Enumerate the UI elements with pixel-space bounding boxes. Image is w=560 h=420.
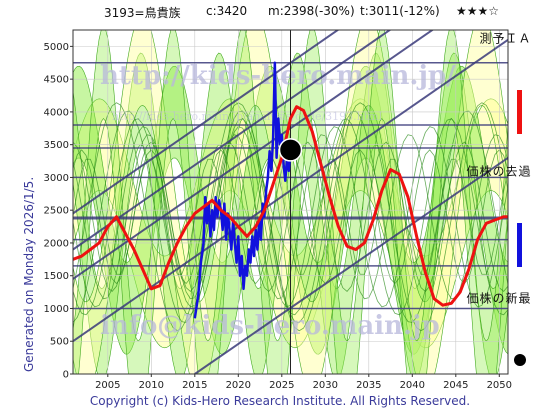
x-tick-label: 2050: [487, 380, 512, 391]
y-tick-label: 1000: [44, 304, 69, 315]
y-tick-label: 3000: [44, 173, 69, 184]
data-series: [73, 61, 508, 319]
rating-stars: ★★★☆: [456, 4, 500, 18]
x-axis: 2005 2010 2015 2020 2025 2030 2035 2040 2045 2050: [95, 374, 512, 391]
y-tick-label: 1500: [44, 271, 69, 282]
x-tick-label: 2025: [269, 380, 294, 391]
y-tick-label: 5000: [44, 42, 69, 53]
ai-forecast-line: [73, 105, 508, 307]
legend-label-past-price: 過去の株価: [465, 165, 531, 177]
y-axis: 0 500 1000 1500 2000 2500 3000 3500 4000 4500 5000: [44, 42, 73, 381]
watermark-mail: info@kids-hero.main.jp: [100, 311, 440, 341]
legend-swatch-past-price: [517, 223, 522, 267]
legend-label-ai-forecast: ＡＩ予測: [478, 32, 531, 44]
legend-label-latest-price: 最新の株価: [465, 292, 531, 304]
forecast-band: [73, 30, 508, 374]
trend-line: [194, 156, 508, 374]
y-tick-label: 500: [50, 337, 69, 348]
current-price: c:3420: [206, 4, 248, 18]
plot-frame: [72, 29, 509, 375]
watermark-url: http://kids-hero.main.jp/: [100, 61, 456, 91]
x-tick-label: 2010: [139, 380, 164, 391]
y-tick-label: 2500: [44, 206, 69, 217]
legend-swatch-ai-forecast: [517, 90, 522, 134]
x-tick-label: 2015: [182, 380, 207, 391]
y-tick-label: 0: [63, 370, 69, 381]
x-tick-label: 2035: [356, 380, 381, 391]
x-tick-label: 2005: [95, 380, 120, 391]
copyright-footer: Copyright (c) Kids-Hero Research Institu…: [89, 394, 471, 408]
target-price: t:3011(-12%): [360, 4, 440, 18]
latest-price-marker: [278, 138, 303, 162]
x-tick-label: 2040: [400, 380, 425, 391]
generated-date-text: Generated on Monday 2026/1/5.: [22, 176, 36, 372]
x-tick-label: 2020: [226, 380, 251, 391]
y-tick-label: 2000: [44, 238, 69, 249]
x-tick-label: 2030: [313, 380, 338, 391]
legend-swatch-latest-price: [514, 354, 526, 366]
trend-channel-lines: [73, 30, 508, 374]
y-tick-label: 4000: [44, 107, 69, 118]
y-tick-label: 3500: [44, 140, 69, 151]
stock-code-name: 3193=鳥貴族: [104, 6, 181, 20]
min-price: m:2398(-30%): [268, 4, 355, 18]
y-tick-label: 4500: [44, 75, 69, 86]
watermark-url-small: http://kids-hero.main.jp/analysis/code/3…: [112, 110, 383, 123]
x-tick-label: 2045: [443, 380, 468, 391]
past-price-line: [193, 61, 292, 319]
chart-header: 3193=鳥貴族 c:3420 m:2398(-30%) t:3011(-12%…: [0, 4, 560, 28]
